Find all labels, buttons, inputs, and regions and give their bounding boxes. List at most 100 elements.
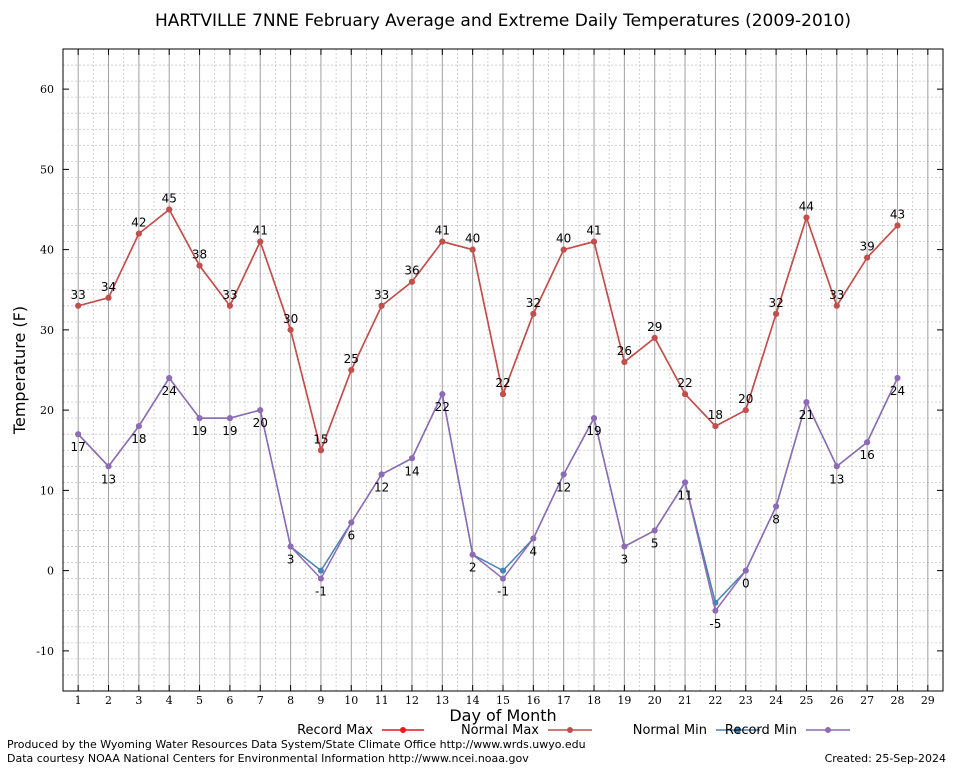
x-tick-label: 18 (587, 694, 601, 707)
max-data-label: 32 (768, 296, 783, 310)
max-data-label: 33 (222, 288, 237, 302)
x-tick-label: 9 (317, 694, 324, 707)
normal-max-point (439, 238, 446, 245)
normal-max-point (500, 391, 506, 398)
x-tick-label: 10 (344, 694, 358, 707)
series-normal-max (75, 206, 901, 454)
max-data-label: 20 (738, 392, 753, 406)
x-tick-label: 12 (405, 694, 419, 707)
x-tick-label: 8 (287, 694, 294, 707)
max-data-label: 29 (647, 320, 662, 334)
legend-normal-max: Normal Max (461, 723, 592, 738)
footer-data-source: Data courtesy NOAA National Centers for … (7, 752, 529, 765)
record-min-point (105, 463, 112, 470)
record-min-point (894, 375, 901, 382)
x-tick-label: 21 (678, 694, 692, 707)
normal-max-point (894, 222, 901, 229)
x-tick-label: 1 (75, 694, 82, 707)
x-tick-label: 6 (226, 694, 233, 707)
min-data-label: 20 (253, 416, 268, 430)
normal-max-point (651, 334, 658, 341)
x-tick-label: 29 (921, 694, 935, 707)
footer-created-date: Created: 25-Sep-2024 (825, 752, 946, 765)
record-min-point (530, 535, 537, 542)
max-data-label: 43 (890, 208, 905, 222)
record-min-line (77, 376, 899, 613)
min-data-label: -1 (497, 585, 509, 599)
y-tick-label: 50 (40, 163, 54, 176)
x-tick-label: 4 (166, 694, 173, 707)
record-min-point (439, 391, 446, 398)
min-data-label: 3 (621, 553, 629, 567)
record-min-point (166, 375, 173, 382)
x-tick-label: 11 (375, 694, 389, 707)
max-data-label: 41 (586, 224, 601, 238)
max-data-label: 25 (344, 352, 359, 366)
series (75, 206, 901, 614)
max-data-label: 36 (404, 264, 419, 278)
x-tick-label: 16 (526, 694, 540, 707)
record-min-point (75, 431, 82, 438)
min-data-label: 12 (556, 480, 571, 494)
y-tick-label: 60 (40, 83, 54, 96)
min-data-label: 14 (404, 464, 419, 478)
normal-max-point (378, 302, 385, 309)
min-data-label: 5 (651, 537, 659, 551)
normal-max-point (560, 246, 567, 253)
y-tick-label: 30 (40, 324, 54, 337)
footer-producer: Produced by the Wyoming Water Resources … (7, 738, 586, 751)
min-data-label: 22 (435, 400, 450, 414)
x-tick-label: 14 (466, 694, 480, 707)
record-min-point (803, 399, 810, 406)
min-data-label: 18 (131, 432, 146, 446)
y-tick-label: -10 (36, 645, 54, 658)
x-tick-label: 22 (708, 694, 722, 707)
record-min-point (135, 423, 142, 430)
x-tick-label: 3 (135, 694, 142, 707)
max-data-label: 33 (374, 288, 389, 302)
legend-label: Record Min (725, 723, 797, 738)
normal-max-point (105, 294, 112, 301)
min-data-label: 21 (799, 408, 814, 422)
min-data-label: -5 (709, 617, 721, 631)
legend-marker (400, 727, 406, 733)
record-min-point (287, 543, 294, 550)
x-tick-label: 2 (105, 694, 112, 707)
record-min-point (712, 607, 719, 614)
normal-max-point (196, 262, 203, 269)
legend-record-min: Record Min (725, 723, 850, 738)
max-data-label: 22 (495, 376, 510, 390)
y-axis-title: Temperature (F) (10, 306, 29, 435)
record-min-point (742, 567, 749, 574)
x-tick-label: 28 (890, 694, 904, 707)
record-min-point (348, 519, 355, 526)
legend-record-max: Record Max (297, 723, 424, 738)
x-tick-label: 23 (739, 694, 753, 707)
min-data-label: 8 (772, 512, 780, 526)
normal-max-point (833, 302, 840, 309)
normal-max-point (257, 238, 264, 245)
chart-title: HARTVILLE 7NNE February Average and Extr… (155, 11, 851, 31)
min-data-label: 11 (677, 488, 692, 502)
x-tick-label: 26 (830, 694, 844, 707)
normal-max-point (317, 447, 324, 454)
legend-label: Normal Max (461, 723, 539, 738)
normal-max-point (166, 206, 173, 213)
max-data-label: 30 (283, 312, 298, 326)
max-data-label: 44 (799, 200, 814, 214)
x-tick-label: 17 (557, 694, 571, 707)
max-data-label: 18 (708, 408, 723, 422)
x-tick-label: 19 (617, 694, 631, 707)
min-data-label: 4 (530, 545, 538, 559)
record-min-point (378, 471, 385, 478)
normal-max-point (408, 278, 415, 285)
max-data-label: 34 (101, 280, 116, 294)
record-min-point (408, 455, 415, 462)
max-data-label: 40 (465, 232, 480, 246)
normal-max-point (226, 302, 233, 309)
min-data-label: 19 (586, 424, 601, 438)
y-tick-label: 10 (40, 484, 54, 497)
max-data-label: 41 (435, 224, 450, 238)
max-data-label: 38 (192, 248, 207, 262)
